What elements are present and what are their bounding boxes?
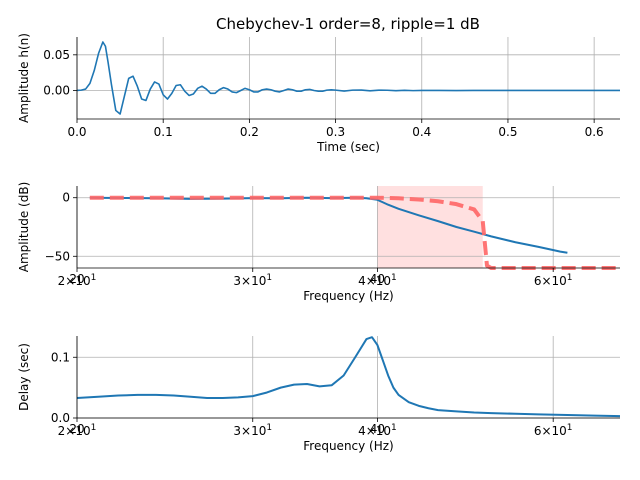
x-tick-exponent: 1 [91, 423, 97, 433]
x-tick-label: 0.6 [585, 125, 604, 139]
y-tick-label: 0.00 [43, 83, 70, 97]
x-tick-label: 0.0 [67, 125, 86, 139]
x-tick-exponent: 1 [567, 273, 573, 283]
x-tick-label: 2×101 [58, 423, 97, 438]
x-tick-label: 0.2 [240, 125, 259, 139]
x-tick-exponent: 1 [391, 273, 397, 283]
x-tick-label: 0.4 [412, 125, 431, 139]
series-line-1 [76, 336, 621, 418]
x-tick-exponent: 1 [266, 423, 272, 433]
x-tick-exponent: 1 [567, 423, 573, 433]
y-axis-label: Amplitude (dB) [17, 182, 31, 273]
y-axis-label: Amplitude h(n) [17, 33, 31, 123]
y-tick-label: 0.05 [43, 48, 70, 62]
x-tick-label: 0.1 [154, 125, 173, 139]
y-axis-label: Delay (sec) [17, 343, 31, 411]
x-tick-label: 4×101 [358, 423, 397, 438]
y-tick-label: 0.0 [51, 411, 70, 425]
x-axis-label: Time (sec) [316, 140, 380, 154]
x-tick-exponent: 1 [91, 273, 97, 283]
axes-3: 2×101 3×101 4×101 6×101 20 40 0.0 0.1 Frequency … [17, 336, 621, 453]
chart-title: Chebychev-1 order=8, ripple=1 dB [216, 15, 480, 33]
series-line-1 [89, 196, 568, 254]
x-tick-label: 6×101 [534, 273, 573, 288]
x-tick-label: 4×101 [358, 273, 397, 288]
x-axis-label: Frequency (Hz) [303, 289, 394, 303]
x-tick-label: 2×101 [58, 273, 97, 288]
x-tick-label-minor: 20 [69, 422, 84, 436]
x-tick-label: 0.5 [498, 125, 517, 139]
y-tick-label: 0 [62, 191, 70, 205]
axes-2: 2×101 3×101 4×101 6×101 20 40 0 −50 Frequency (H… [17, 182, 620, 303]
axes-1: 0.0 0.1 0.2 0.3 0.4 0.5 0.6 0.00 0.05 Time (sec) A… [17, 33, 620, 154]
x-tick-exponent: 1 [391, 423, 397, 433]
series-line-1 [76, 41, 620, 115]
x-tick-label: 3×101 [233, 423, 272, 438]
y-tick-label: −50 [45, 249, 70, 263]
x-tick-label-minor: 40 [370, 272, 385, 286]
x-tick-label: 6×101 [534, 423, 573, 438]
series-line-2 [89, 195, 620, 270]
x-tick-label-minor: 40 [370, 422, 385, 436]
y-tick-label: 0.1 [51, 350, 70, 364]
x-tick-label: 3×101 [233, 273, 272, 288]
x-axis-label: Frequency (Hz) [303, 439, 394, 453]
x-tick-exponent: 1 [266, 273, 272, 283]
x-tick-label-minor: 20 [69, 272, 84, 286]
x-tick-label: 0.3 [326, 125, 345, 139]
